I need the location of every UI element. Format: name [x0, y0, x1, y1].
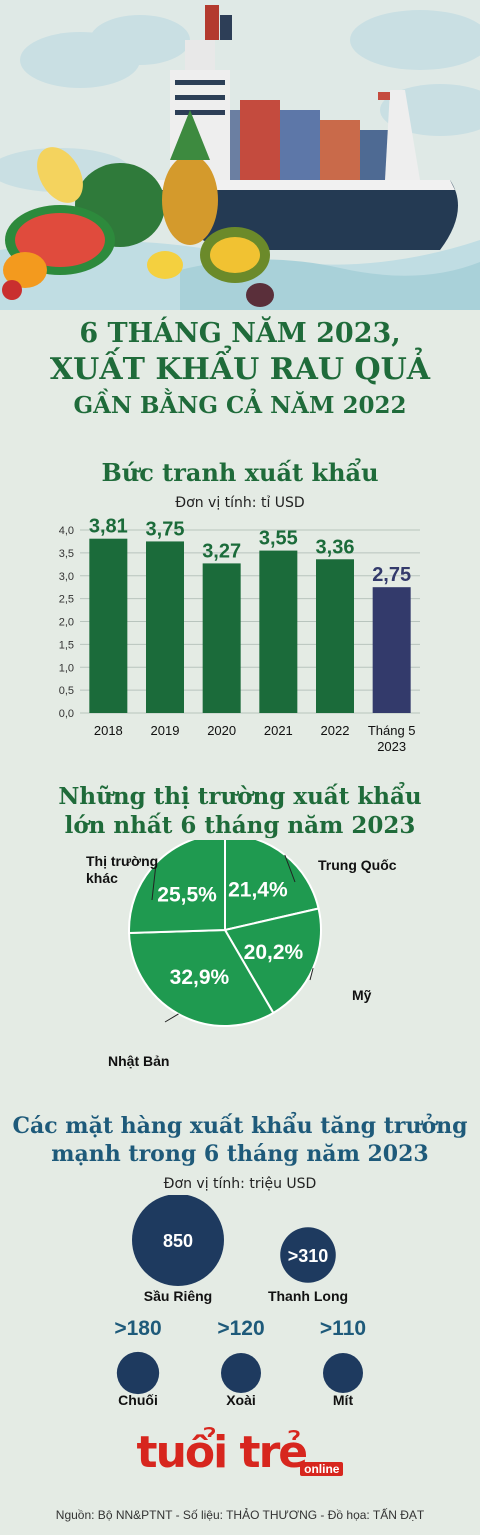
bubble-name-label: Mít	[333, 1392, 354, 1408]
pie-slice-0	[224, 840, 320, 932]
x-tick-label: 2023	[377, 739, 406, 754]
logo-online-badge: online	[300, 1462, 344, 1476]
bar-value-label: 3,27	[202, 540, 241, 562]
y-tick-label: 0,0	[59, 708, 74, 720]
bubble-value-label: 850	[163, 1231, 193, 1251]
main-title-line-1: 6 THÁNG NĂM 2023,	[79, 318, 401, 349]
pie-leader-line	[164, 1013, 179, 1023]
bar-value-label: 2,75	[372, 564, 411, 586]
main-title-line-2: XUẤT KHẨU RAU QUẢ	[49, 352, 431, 387]
pie-slice-2	[128, 928, 275, 1027]
bar-chart-unit: Đơn vị tính: tỉ USD	[175, 495, 305, 511]
tuoi-tre-logo: tuổi trẻonline	[0, 1427, 480, 1478]
bar-chart-title: Bức tranh xuất khẩu	[101, 458, 379, 487]
bar-5	[372, 587, 411, 713]
pie-chart-title-line-1: Những thị trường xuất khẩu	[58, 783, 422, 810]
pie-category-label: Nhật Bản	[108, 1053, 169, 1069]
bubble-2	[116, 1351, 160, 1395]
y-tick-label: 2,5	[59, 594, 74, 606]
bar-value-label: 3,81	[89, 516, 128, 538]
y-tick-label: 2,0	[59, 617, 74, 629]
pie-value-label: 32,9%	[170, 966, 230, 989]
bubble-title-line-2: mạnh trong 6 tháng năm 2023	[51, 1141, 429, 1167]
bubble-title-line-1: Các mặt hàng xuất khẩu tăng trưởng	[12, 1113, 468, 1139]
y-tick-label: 1,0	[59, 662, 74, 674]
y-tick-label: 4,0	[59, 525, 74, 537]
bar-value-label: 3,36	[316, 536, 355, 558]
bar-2	[202, 563, 241, 713]
y-tick-label: 3,5	[59, 548, 74, 560]
main-title-line-3: GẦN BẰNG CẢ NĂM 2022	[73, 392, 407, 419]
bubble-name-label: Thanh Long	[268, 1288, 348, 1304]
pie-category-label: khác	[86, 870, 118, 886]
bubble-3	[221, 1353, 261, 1393]
x-tick-label: 2018	[94, 723, 123, 738]
bubble-value-label: >110	[320, 1317, 366, 1340]
pie-slice-1	[223, 907, 322, 1015]
bubble-value-label: >180	[114, 1317, 161, 1340]
pie-value-label: 21,4%	[228, 879, 288, 902]
bar-0	[89, 538, 128, 713]
bubble-name-label: Xoài	[226, 1392, 256, 1408]
pie-value-label: 25,5%	[157, 883, 217, 906]
pie-category-label: Trung Quốc	[318, 857, 397, 873]
x-tick-label: 2022	[321, 723, 350, 738]
bubble-name-label: Sầu Riêng	[144, 1288, 212, 1304]
bar-1	[146, 541, 184, 713]
x-tick-label: 2021	[264, 723, 293, 738]
bar-value-label: 3,75	[146, 518, 185, 540]
bubble-value-label: >310	[288, 1246, 329, 1266]
credits-line: Nguồn: Bộ NN&PTNT - Số liệu: THẢO THƯƠNG…	[55, 1508, 425, 1522]
pie-category-label: Mỹ	[352, 987, 372, 1003]
y-tick-label: 3,0	[59, 571, 74, 583]
bubble-unit: Đơn vị tính: triệu USD	[163, 1176, 317, 1192]
bubble-0	[132, 1195, 224, 1286]
bar-value-label: 3,55	[259, 528, 298, 550]
pie-leader-line	[309, 967, 314, 981]
y-tick-label: 1,5	[59, 639, 74, 651]
logo-main-text: tuổi trẻ	[136, 1427, 309, 1478]
bubble-4	[323, 1353, 363, 1393]
x-tick-label: 2020	[207, 723, 236, 738]
y-tick-label: 0,5	[59, 685, 74, 697]
x-tick-label: 2019	[151, 723, 180, 738]
bubble-chart: 850 Sầu Riêng >310 Thanh Long >180 Chuối >120 X…	[114, 1195, 366, 1408]
bar-3	[259, 550, 298, 713]
bubble-value-label: >120	[217, 1317, 264, 1340]
hero-illustration	[0, 0, 480, 310]
pie-leader-line	[284, 854, 296, 883]
pie-chart-title-line-2: lớn nhất 6 tháng năm 2023	[64, 812, 416, 839]
bubble-name-label: Chuối	[118, 1392, 158, 1408]
pie-category-label: Thị trường	[86, 853, 158, 869]
x-tick-label: Tháng 5	[368, 723, 416, 738]
pie-value-label: 20,2%	[244, 941, 304, 964]
pie-chart: 21,4% Trung Quốc 20,2% Mỹ 32,9% Nhật Bản 25,5%…	[86, 840, 397, 1069]
bubble-1	[280, 1227, 336, 1283]
bar-chart: 0,0 0,5 1,0 1,5 2,0 2,5 3,0 3,5 4,0 3,81 2018 3,75 2…	[59, 516, 420, 754]
pie-leader-line	[151, 863, 157, 901]
bar-4	[316, 559, 354, 713]
